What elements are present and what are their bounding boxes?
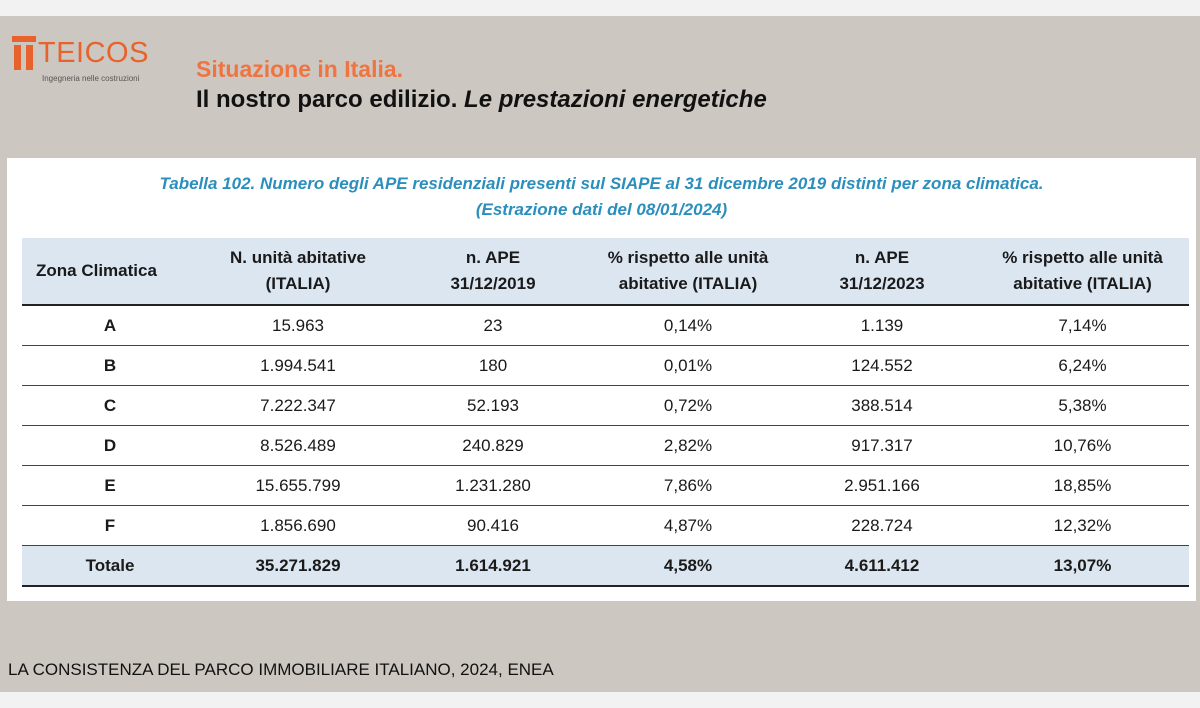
zone-cell: B — [22, 345, 198, 386]
total-unita-cell: 35.271.829 — [198, 545, 398, 587]
zone-cell: E — [22, 465, 198, 506]
table-row: A 15.963 23 0,14% 1.139 7,14% — [22, 305, 1189, 346]
slide: TEICOS Ingegneria nelle costruzioni Situ… — [0, 16, 1200, 692]
unita-cell: 15.655.799 — [198, 465, 398, 506]
total-label-cell: Totale — [22, 545, 198, 587]
table-header-row: Zona Climatica N. unità abitative (ITALIA… — [22, 238, 1189, 306]
teicos-logo-icon — [12, 36, 36, 70]
pct-2023-cell: 18,85% — [976, 465, 1189, 506]
table-caption: Tabella 102. Numero degli APE residenzia… — [159, 174, 1044, 193]
ape-table: Zona Climatica N. unità abitative (ITALIA… — [22, 238, 1189, 587]
unita-cell: 1.856.690 — [198, 505, 398, 546]
pct-2019-cell: 4,87% — [588, 505, 788, 546]
ape-2019-cell: 52.193 — [398, 385, 588, 426]
header-pct-2019: % rispetto alle unità abitative (ITALIA) — [588, 238, 788, 306]
header-ape-2023: n. APE 31/12/2023 — [788, 238, 976, 306]
pct-2023-cell: 6,24% — [976, 345, 1189, 386]
zone-cell: A — [22, 305, 198, 346]
header-ape-2019: n. APE 31/12/2019 — [398, 238, 588, 306]
table-row: C 7.222.347 52.193 0,72% 388.514 5,38% — [22, 385, 1189, 426]
zone-cell: F — [22, 505, 198, 546]
logo-name: TEICOS — [38, 37, 149, 69]
table-card: Tabella 102. Numero degli APE residenzia… — [7, 158, 1196, 601]
unita-cell: 8.526.489 — [198, 425, 398, 466]
table-row: F 1.856.690 90.416 4,87% 228.724 12,32% — [22, 505, 1189, 546]
unita-cell: 1.994.541 — [198, 345, 398, 386]
pct-2023-cell: 5,38% — [976, 385, 1189, 426]
header-zona-climatica: Zona Climatica — [22, 238, 198, 306]
zone-cell: C — [22, 385, 198, 426]
ape-2023-cell: 124.552 — [788, 345, 976, 386]
unita-cell: 7.222.347 — [198, 385, 398, 426]
table-row: B 1.994.541 180 0,01% 124.552 6,24% — [22, 345, 1189, 386]
table-row: E 15.655.799 1.231.280 7,86% 2.951.166 1… — [22, 465, 1189, 506]
table-caption-extraction: (Estrazione dati del 08/01/2024) — [475, 200, 728, 219]
pct-2019-cell: 0,72% — [588, 385, 788, 426]
ape-2019-cell: 90.416 — [398, 505, 588, 546]
ape-2019-cell: 180 — [398, 345, 588, 386]
ape-2023-cell: 228.724 — [788, 505, 976, 546]
header-unita-abitative: N. unità abitative (ITALIA) — [198, 238, 398, 306]
ape-2023-cell: 1.139 — [788, 305, 976, 346]
zone-cell: D — [22, 425, 198, 466]
source-citation: LA CONSISTENZA DEL PARCO IMMOBILIARE ITA… — [8, 660, 554, 679]
subtitle-normal: Il nostro parco edilizio. — [196, 86, 465, 113]
pct-2019-cell: 7,86% — [588, 465, 788, 506]
pct-2019-cell: 0,14% — [588, 305, 788, 346]
total-ape-2019-cell: 1.614.921 — [398, 545, 588, 587]
ape-2023-cell: 2.951.166 — [788, 465, 976, 506]
logo-tagline: Ingegneria nelle costruzioni — [42, 74, 140, 83]
ape-2023-cell: 917.317 — [788, 425, 976, 466]
table-total-row: Totale 35.271.829 1.614.921 4,58% 4.611.… — [22, 545, 1189, 587]
pct-2019-cell: 0,01% — [588, 345, 788, 386]
ape-2023-cell: 388.514 — [788, 385, 976, 426]
ape-2019-cell: 1.231.280 — [398, 465, 588, 506]
page-title: Situazione in Italia. — [196, 56, 404, 82]
pct-2019-cell: 2,82% — [588, 425, 788, 466]
header-pct-2023: % rispetto alle unità abitative (ITALIA) — [976, 238, 1189, 306]
subtitle-italic: Le prestazioni energetiche — [464, 86, 767, 113]
total-pct-2019-cell: 4,58% — [588, 545, 788, 587]
ape-2019-cell: 23 — [398, 305, 588, 346]
ape-2019-cell: 240.829 — [398, 425, 588, 466]
table-row: D 8.526.489 240.829 2,82% 917.317 10,76% — [22, 425, 1189, 466]
page-subtitle: Il nostro parco edilizio. Le prestazioni… — [196, 86, 767, 114]
pct-2023-cell: 10,76% — [976, 425, 1189, 466]
pct-2023-cell: 7,14% — [976, 305, 1189, 346]
total-ape-2023-cell: 4.611.412 — [788, 545, 976, 587]
unita-cell: 15.963 — [198, 305, 398, 346]
teicos-logo: TEICOS Ingegneria nelle costruzioni — [12, 34, 152, 84]
pct-2023-cell: 12,32% — [976, 505, 1189, 546]
total-pct-2023-cell: 13,07% — [976, 545, 1189, 587]
